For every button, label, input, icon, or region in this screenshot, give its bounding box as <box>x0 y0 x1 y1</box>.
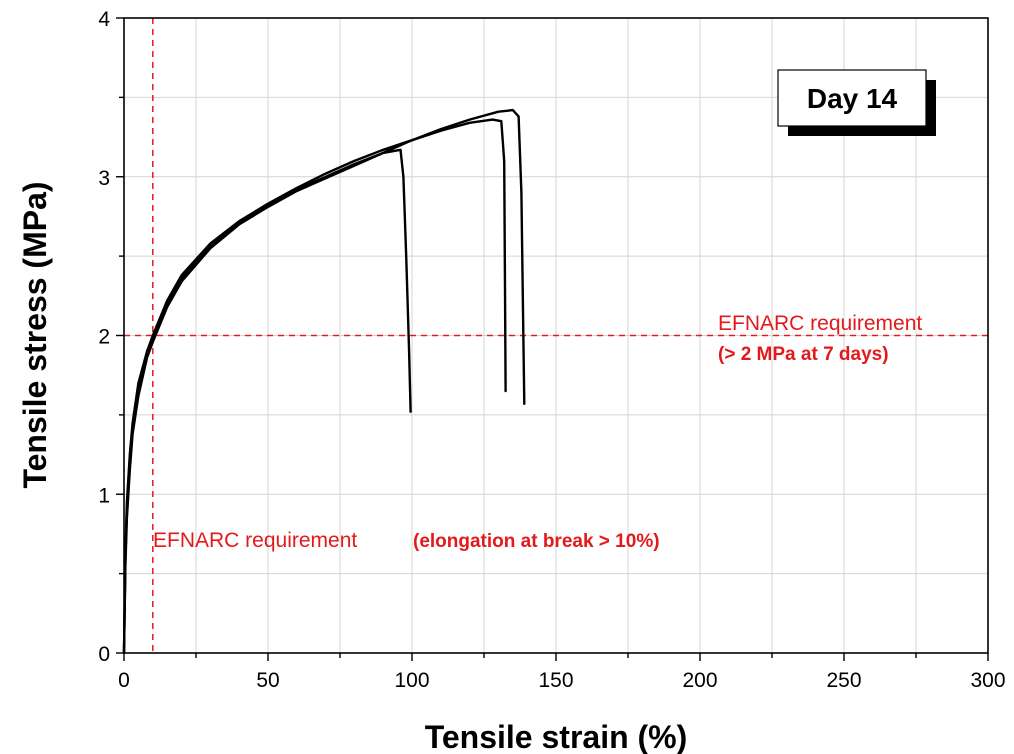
series-line-1 <box>122 148 412 655</box>
x-axis-title: Tensile strain (%) <box>425 719 688 754</box>
day-label: Day 14 <box>807 83 898 114</box>
v-requirement-detail: (elongation at break > 10%) <box>413 531 660 552</box>
x-tick-label: 150 <box>538 669 573 692</box>
y-tick-label: 3 <box>98 167 110 190</box>
y-tick-label: 4 <box>98 8 110 31</box>
x-tick-label: 50 <box>256 669 279 692</box>
x-tick-label: 200 <box>682 669 717 692</box>
series-line-3 <box>122 108 526 655</box>
x-tick-label: 0 <box>118 669 130 692</box>
reference-lines <box>124 18 988 653</box>
day-label-box: Day 14 <box>777 69 936 136</box>
h-requirement-label: EFNARC requirement <box>718 312 922 335</box>
h-requirement-detail: (> 2 MPa at 7 days) <box>718 344 889 365</box>
data-series <box>122 108 526 655</box>
tick-labels: 0 50 100 150 200 250 300 0 1 2 3 4 <box>98 8 1005 692</box>
v-requirement-label: EFNARC requirement <box>153 529 357 552</box>
y-tick-label: 1 <box>98 484 110 507</box>
day-label-frame <box>777 69 927 127</box>
plot-frame <box>123 17 989 654</box>
x-tick-label: 300 <box>970 669 1005 692</box>
y-axis-title: Tensile stress (MPa) <box>17 181 53 488</box>
y-tick-label: 0 <box>98 643 110 666</box>
x-tick-label: 250 <box>826 669 861 692</box>
y-tick-label: 2 <box>98 326 110 349</box>
series-line-2 <box>122 118 507 655</box>
axis-ticks <box>116 17 989 661</box>
x-tick-label: 100 <box>394 669 429 692</box>
